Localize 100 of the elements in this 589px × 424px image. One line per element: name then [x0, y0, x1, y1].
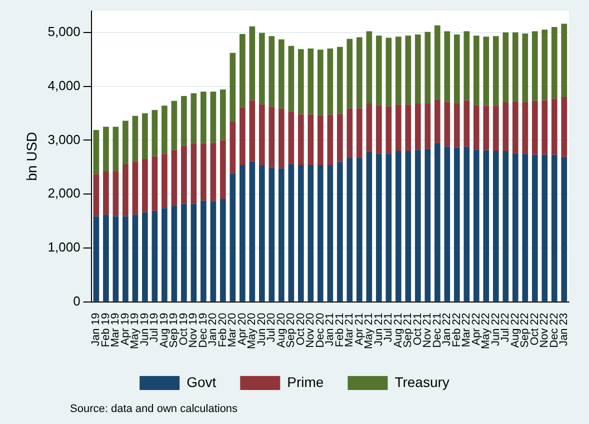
bar: [473, 36, 480, 106]
bar: [112, 216, 119, 302]
x-tick-label: Apr 22: [470, 312, 482, 346]
bar: [561, 24, 568, 98]
bar: [454, 104, 460, 148]
bar: [551, 26, 558, 99]
x-tick-label: Sep 20: [285, 312, 298, 348]
bar: [240, 34, 246, 108]
x-tick-label: Jul 22: [500, 312, 512, 342]
bar: [298, 114, 304, 165]
bar: [464, 100, 470, 147]
bar: [200, 92, 206, 144]
bar: [162, 208, 168, 302]
x-tick-label: Apr 21: [353, 312, 366, 346]
bar: [444, 102, 450, 147]
bar: [561, 156, 568, 302]
legend-label: Prime: [287, 374, 324, 390]
bar: [346, 158, 353, 302]
bar: [483, 150, 490, 302]
bar: [230, 173, 236, 302]
bar: [356, 158, 362, 302]
bar: [171, 150, 178, 206]
bar: [317, 115, 324, 165]
bar: [336, 46, 343, 114]
bar: [249, 100, 256, 162]
x-tick-label: May 21: [363, 312, 376, 350]
x-tick-label: Jan 21: [324, 312, 336, 346]
y-tick-label: 2,000: [48, 186, 80, 201]
bar: [522, 154, 528, 302]
bar: [386, 38, 392, 106]
bar: [112, 126, 119, 172]
bar: [376, 105, 382, 154]
bar: [522, 33, 528, 102]
x-tick-label: Aug 21: [392, 312, 404, 348]
bar: [483, 106, 490, 150]
y-tick-label: 5,000: [48, 24, 80, 39]
bar: [424, 104, 431, 149]
bar: [366, 152, 372, 302]
x-tick-label: Mar 20: [226, 312, 239, 348]
x-tick-label: Oct 20: [294, 312, 307, 346]
bar: [366, 104, 372, 152]
x-tick-label: Nov 19: [188, 312, 200, 348]
bar: [103, 214, 109, 302]
bar: [200, 143, 206, 201]
bar: [181, 204, 187, 302]
x-tick-label: Dec 22: [548, 312, 560, 348]
bar: [512, 32, 518, 102]
bar: [142, 113, 148, 160]
bar: [542, 154, 548, 302]
bar: [405, 104, 412, 151]
x-tick-label: Feb 20: [216, 312, 229, 348]
source-note: Source: data and own calculations: [70, 403, 238, 415]
bar: [473, 150, 480, 302]
legend-label: Govt: [186, 374, 216, 390]
bar: [278, 108, 284, 168]
bar: [424, 32, 431, 104]
bar: [268, 168, 275, 302]
bar: [434, 142, 440, 302]
bar: [220, 90, 226, 140]
x-tick-label: Nov 21: [422, 312, 434, 348]
bar: [424, 148, 431, 302]
bar: [542, 30, 548, 100]
bar: [152, 110, 158, 156]
bar: [376, 154, 382, 302]
bar: [132, 116, 138, 162]
bar: [434, 25, 440, 100]
bar: [112, 171, 119, 216]
x-tick-label: Dec 19: [197, 312, 210, 348]
bar: [181, 146, 187, 204]
bar: [327, 164, 334, 302]
bar: [278, 39, 284, 108]
bar: [395, 36, 402, 105]
x-tick-label: May 22: [480, 312, 492, 350]
x-tick-label: May 20: [246, 312, 258, 350]
bar: [220, 140, 226, 199]
bar: [93, 174, 100, 216]
bar: [230, 121, 236, 174]
x-tick-label: Jan 19: [90, 312, 102, 346]
y-tick-label: 0: [73, 294, 80, 309]
bar: [376, 36, 382, 106]
bar: [162, 106, 168, 154]
x-tick-label: Jul 19: [148, 312, 161, 342]
bar: [288, 112, 294, 164]
bar: [492, 36, 499, 106]
bar: [336, 162, 343, 302]
bar: [454, 147, 460, 302]
bar: [464, 31, 470, 100]
bar: [346, 38, 353, 108]
bar: [103, 126, 109, 172]
bar: [132, 161, 138, 215]
bar: [492, 150, 499, 302]
bar: [259, 166, 265, 302]
bar: [434, 99, 440, 143]
bar: [561, 97, 568, 157]
bar: [308, 164, 314, 302]
bar: [502, 32, 509, 102]
bar: [542, 100, 548, 155]
x-tick-label: Jan 23: [558, 312, 570, 346]
bar: [181, 96, 187, 146]
x-tick-label: Aug 19: [158, 312, 170, 348]
